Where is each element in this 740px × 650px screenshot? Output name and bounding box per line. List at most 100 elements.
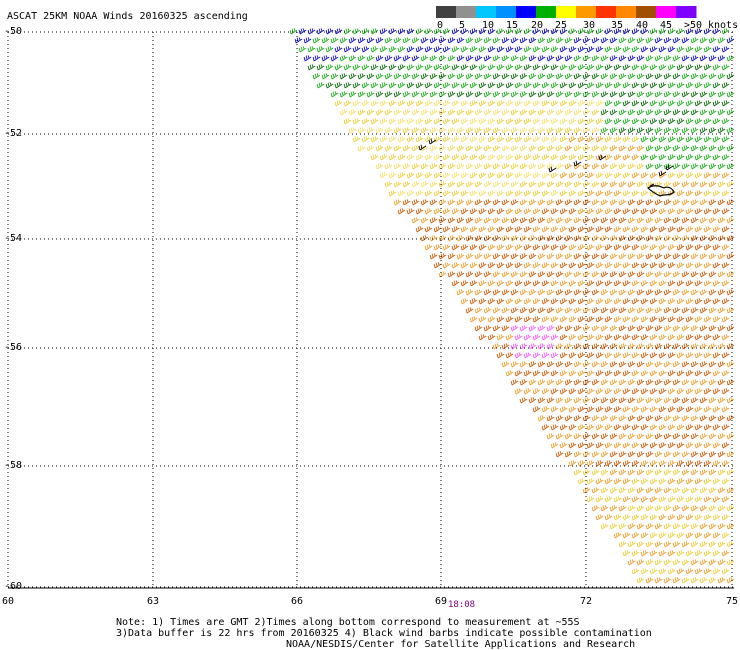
wind-barb xyxy=(555,73,564,80)
wind-barb xyxy=(654,163,663,170)
wind-barb xyxy=(595,208,604,215)
wind-barb xyxy=(645,397,654,404)
wind-barb xyxy=(627,451,636,458)
wind-barb xyxy=(519,127,528,134)
wind-barb xyxy=(397,100,406,107)
wind-barb xyxy=(636,163,645,170)
wind-barb xyxy=(667,136,676,143)
latitude-label: -50 xyxy=(4,26,23,37)
wind-barb xyxy=(429,91,438,98)
wind-barb xyxy=(627,253,636,260)
wind-barb xyxy=(568,388,577,395)
wind-barb xyxy=(717,91,726,98)
wind-barb xyxy=(699,73,708,80)
wind-barb xyxy=(559,118,568,125)
wind-barb xyxy=(388,28,397,35)
wind-barb xyxy=(654,37,663,44)
wind-barb xyxy=(541,172,550,179)
wind-barb xyxy=(618,37,627,44)
wind-barb xyxy=(487,172,496,179)
wind-barb xyxy=(348,91,357,98)
wind-barb xyxy=(636,433,645,440)
wind-barb xyxy=(510,145,519,152)
wind-barb xyxy=(726,415,735,422)
wind-barb xyxy=(658,388,667,395)
wind-barb xyxy=(681,559,690,566)
wind-barb xyxy=(600,37,609,44)
wind-barb xyxy=(492,91,501,98)
wind-barb xyxy=(514,280,523,287)
wind-barb xyxy=(699,325,708,332)
wind-barb xyxy=(636,217,645,224)
wind-barb xyxy=(721,388,730,395)
wind-barb xyxy=(501,217,510,224)
wind-barb xyxy=(703,154,712,161)
wind-barb xyxy=(555,361,564,368)
wind-barb xyxy=(474,163,483,170)
wind-barb xyxy=(577,244,586,251)
wind-barb xyxy=(685,550,694,557)
wind-barb xyxy=(460,190,469,197)
wind-barb xyxy=(433,262,442,269)
wind-barb xyxy=(613,532,622,539)
wind-barb xyxy=(519,109,528,116)
wind-barb xyxy=(483,271,492,278)
wind-barb xyxy=(442,154,451,161)
wind-barb xyxy=(582,379,591,386)
wind-barb xyxy=(640,172,649,179)
wind-barb xyxy=(681,235,690,242)
wind-barb xyxy=(672,181,681,188)
wind-barb xyxy=(451,172,460,179)
wind-barb xyxy=(555,127,564,134)
wind-barb xyxy=(370,28,379,35)
wind-barb xyxy=(586,190,595,197)
wind-barb xyxy=(613,406,622,413)
wind-barb xyxy=(537,397,546,404)
wind-barb xyxy=(550,298,559,305)
wind-barb xyxy=(532,136,541,143)
wind-barb xyxy=(478,334,487,341)
wind-barb xyxy=(658,64,667,71)
wind-barb xyxy=(600,73,609,80)
wind-barb xyxy=(654,145,663,152)
wind-barb xyxy=(393,127,402,134)
wind-barb xyxy=(622,532,631,539)
wind-barb xyxy=(708,199,717,206)
wind-barb xyxy=(537,379,546,386)
wind-barb xyxy=(411,109,420,116)
wind-barb xyxy=(708,307,717,314)
latitude-label: -52 xyxy=(4,128,23,139)
wind-barb xyxy=(546,433,555,440)
wind-barb xyxy=(352,46,361,53)
wind-barb xyxy=(726,469,735,476)
wind-barb xyxy=(712,208,721,215)
wind-barb xyxy=(690,469,699,476)
wind-barb xyxy=(316,28,325,35)
wind-barb xyxy=(676,316,685,323)
wind-barb xyxy=(564,217,573,224)
wind-barb xyxy=(645,91,654,98)
wind-barb xyxy=(420,37,429,44)
wind-barb xyxy=(487,280,496,287)
wind-barb xyxy=(586,280,595,287)
wind-barb xyxy=(721,208,730,215)
wind-barb xyxy=(609,235,618,242)
wind-barb xyxy=(510,361,519,368)
wind-barb xyxy=(393,163,402,170)
wind-barb xyxy=(649,262,658,269)
wind-barb xyxy=(451,190,460,197)
wind-barb xyxy=(532,172,541,179)
wind-barb xyxy=(519,163,528,170)
wind-barb xyxy=(505,352,514,359)
wind-barb xyxy=(703,370,712,377)
wind-barb xyxy=(424,154,433,161)
wind-barb xyxy=(595,244,604,251)
wind-barb xyxy=(663,523,672,530)
wind-barb xyxy=(573,199,582,206)
wind-barb xyxy=(721,460,730,467)
wind-barb xyxy=(514,172,523,179)
wind-barb xyxy=(609,523,618,530)
wind-barb xyxy=(393,181,402,188)
wind-barb xyxy=(334,64,343,71)
wind-barb xyxy=(676,334,685,341)
